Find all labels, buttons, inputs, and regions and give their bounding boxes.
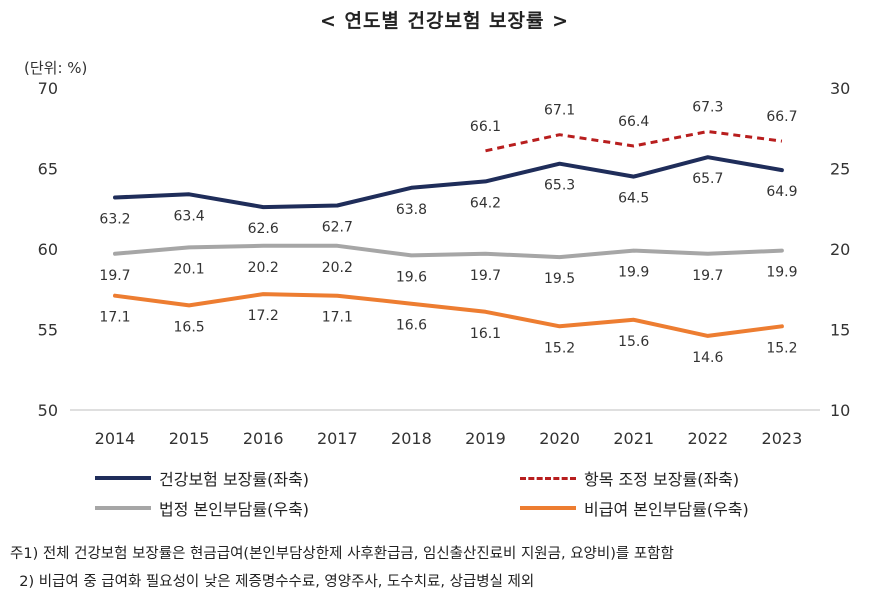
- data-label: 62.6: [248, 221, 279, 237]
- left-tick-label: 50: [38, 401, 58, 420]
- data-labels: 63.2 63.4 62.6 62.7 63.8 64.2 65.3 64.5 65.7 64.9…: [99, 99, 797, 365]
- legend-swatch: [520, 506, 576, 510]
- x-axis: 2014 2015 2016 2017 2018 2019 2020 2021 2022 2023: [95, 429, 803, 448]
- data-label: 14.6: [692, 350, 723, 366]
- data-label: 16.1: [470, 326, 501, 342]
- legend-label: 항목 조정 보장률(좌축): [584, 470, 740, 489]
- data-label: 17.1: [99, 310, 130, 326]
- right-tick-label: 10: [830, 401, 850, 420]
- chart-title: < 연도별 건강보험 보장률 >: [319, 10, 570, 32]
- x-tick-label: 2014: [95, 429, 136, 448]
- unit-label: (단위: %): [24, 59, 87, 77]
- data-label: 16.5: [174, 319, 205, 335]
- series-group: [113, 130, 784, 338]
- right-axis: 30 25 20 15 10: [830, 79, 850, 420]
- series-line-0: [113, 155, 784, 210]
- data-label: 67.1: [544, 103, 575, 119]
- data-label: 66.1: [470, 119, 501, 135]
- data-label: 19.5: [544, 271, 575, 287]
- series-line-3: [113, 292, 784, 338]
- data-label: 66.4: [618, 114, 649, 130]
- data-label: 64.9: [766, 184, 797, 200]
- footnote-1: 주1) 전체 건강보험 보장률은 현금급여(본인부담상한제 사후환급금, 임신출…: [10, 546, 674, 562]
- data-label: 63.4: [174, 208, 205, 224]
- right-tick-label: 25: [830, 160, 850, 179]
- legend-swatch: [95, 506, 151, 510]
- legend-swatch: [520, 476, 576, 480]
- legend-item-adjusted-coverage: 항목 조정 보장률(좌축): [520, 466, 739, 490]
- left-tick-label: 65: [38, 160, 58, 179]
- x-tick-label: 2016: [243, 429, 284, 448]
- data-label: 64.2: [470, 195, 501, 211]
- data-label: 67.3: [692, 99, 723, 115]
- left-tick-label: 70: [38, 79, 58, 98]
- data-label: 16.6: [396, 318, 427, 334]
- legend-item-statutory-copay: 법정 본인부담률(우축): [95, 496, 309, 520]
- legend-swatch: [95, 476, 151, 480]
- data-label: 19.7: [99, 268, 130, 284]
- right-tick-label: 20: [830, 240, 850, 259]
- data-label: 17.2: [248, 308, 279, 324]
- data-label: 65.7: [692, 171, 723, 187]
- data-label: 63.8: [396, 202, 427, 218]
- x-tick-label: 2015: [169, 429, 210, 448]
- footnote-2: 2) 비급여 중 급여화 필요성이 낮은 제증명수수료, 영양주사, 도수치료,…: [10, 574, 535, 590]
- legend-label: 법정 본인부담률(우축): [159, 500, 310, 519]
- left-tick-label: 60: [38, 240, 58, 259]
- x-tick-label: 2021: [613, 429, 654, 448]
- data-label: 20.2: [248, 260, 279, 276]
- data-label: 15.2: [544, 340, 575, 356]
- x-tick-label: 2017: [317, 429, 358, 448]
- left-tick-label: 55: [38, 321, 58, 340]
- data-label: 20.1: [174, 261, 205, 277]
- x-tick-label: 2022: [687, 429, 728, 448]
- data-label: 15.2: [766, 340, 797, 356]
- data-label: 15.6: [618, 334, 649, 350]
- legend: 건강보험 보장률(좌축) 항목 조정 보장률(좌축) 법정 본인부담률(우축) …: [95, 466, 855, 522]
- data-label: 63.2: [99, 211, 130, 227]
- data-label: 19.9: [618, 265, 649, 281]
- data-label: 62.7: [322, 220, 353, 236]
- legend-item-health-coverage: 건강보험 보장률(좌축): [95, 466, 309, 490]
- series-line-2: [113, 243, 784, 260]
- right-tick-label: 30: [830, 79, 850, 98]
- x-tick-label: 2018: [391, 429, 432, 448]
- legend-item-noncovered-copay: 비급여 본인부담률(우축): [520, 496, 749, 520]
- data-label: 19.7: [692, 268, 723, 284]
- left-axis: 70 65 60 55 50: [38, 79, 58, 420]
- legend-label: 비급여 본인부담률(우축): [584, 500, 749, 519]
- x-tick-label: 2020: [539, 429, 580, 448]
- data-label: 66.7: [766, 109, 797, 125]
- legend-label: 건강보험 보장률(좌축): [159, 470, 310, 489]
- data-label: 20.2: [322, 260, 353, 276]
- footnotes: 주1) 전체 건강보험 보장률은 현금급여(본인부담상한제 사후환급금, 임신출…: [10, 540, 880, 596]
- x-tick-label: 2023: [762, 429, 803, 448]
- data-label: 65.3: [544, 178, 575, 194]
- data-label: 17.1: [322, 310, 353, 326]
- data-label: 19.7: [470, 268, 501, 284]
- data-label: 64.5: [618, 191, 649, 207]
- series-line-1: [485, 130, 783, 153]
- data-label: 19.9: [766, 265, 797, 281]
- right-tick-label: 15: [830, 321, 850, 340]
- data-label: 19.6: [396, 269, 427, 285]
- x-tick-label: 2019: [465, 429, 506, 448]
